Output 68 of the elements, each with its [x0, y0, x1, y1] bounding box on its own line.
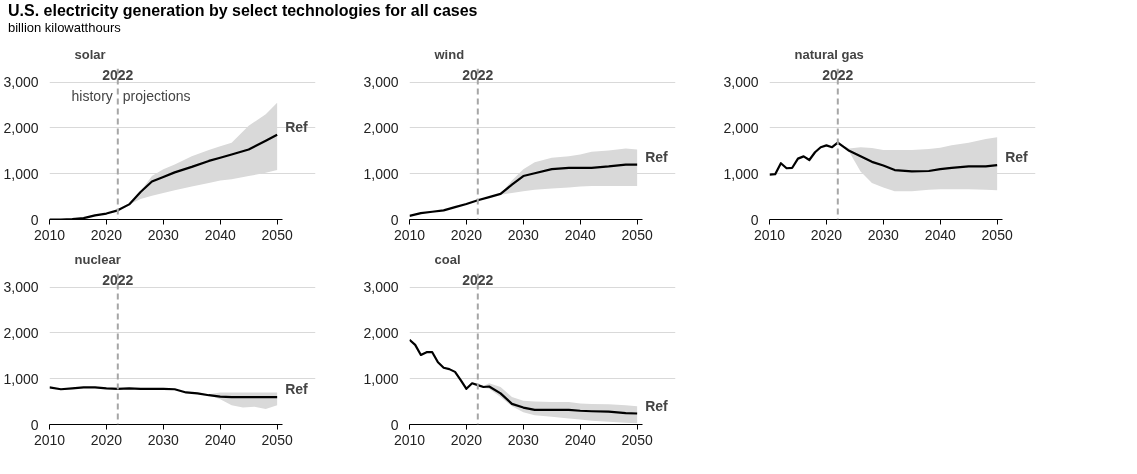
y-tick-label: 1,000 [723, 166, 759, 183]
y-tick-label: 3,000 [363, 279, 399, 296]
x-tick-label: 2020 [810, 226, 843, 243]
series-label: Ref [645, 397, 669, 414]
y-tick-label: 1,000 [363, 166, 399, 183]
y-tick-label: 1,000 [363, 371, 399, 388]
x-tick-label: 2020 [450, 226, 483, 243]
x-tick-label: 2020 [450, 431, 483, 448]
x-tick-label: 2050 [261, 431, 293, 448]
y-tick-label: 0 [30, 416, 39, 433]
x-tick-label: 2030 [507, 431, 540, 448]
y-tick-label: 1,000 [3, 371, 39, 388]
x-tick-label: 2040 [564, 431, 597, 448]
x-tick-label: 2040 [204, 431, 237, 448]
chart-title: U.S. electricity generation by select technologies for all cases [8, 2, 478, 19]
ref-line-label: 2022 [462, 67, 494, 84]
y-tick-label: 2,000 [3, 120, 39, 137]
x-tick-label: 2050 [621, 226, 653, 243]
annotation: projections [122, 88, 191, 105]
y-tick-label: 3,000 [3, 279, 39, 296]
line-series [409, 163, 639, 218]
ref-line-label: 2022 [462, 272, 494, 289]
x-tick-label: 2010 [33, 431, 66, 448]
y-tick-label: 0 [30, 211, 39, 228]
chart-subtitle: billion kilowatthours [8, 19, 121, 37]
x-tick-label: 2030 [867, 226, 900, 243]
y-tick-label: 3,000 [3, 74, 39, 91]
series-label: Ref [285, 381, 309, 398]
y-tick-label: 3,000 [363, 74, 399, 91]
y-tick-label: 2,000 [3, 325, 39, 342]
x-tick-label: 2050 [621, 431, 653, 448]
annotation: history [71, 88, 113, 105]
x-tick-label: 2010 [753, 226, 786, 243]
y-axis-title: wind [433, 46, 465, 62]
y-tick-label: 3,000 [723, 74, 759, 91]
y-tick-label: 2,000 [723, 120, 759, 137]
y-tick-label: 0 [390, 416, 399, 433]
y-tick-label: 2,000 [363, 120, 399, 137]
x-tick-label: 2040 [924, 226, 957, 243]
ref-line-label: 2022 [102, 272, 134, 289]
series-label: Ref [1005, 149, 1029, 166]
y-axis-title: solar [74, 46, 106, 62]
x-tick-label: 2030 [507, 226, 540, 243]
x-tick-label: 2050 [261, 226, 293, 243]
y-axis-title: natural gas [794, 46, 864, 62]
y-axis-title: coal [434, 251, 461, 267]
x-tick-label: 2040 [564, 226, 597, 243]
y-tick-label: 1,000 [3, 166, 39, 183]
x-tick-label: 2010 [393, 431, 426, 448]
y-axis-title: nuclear [74, 251, 121, 267]
x-tick-label: 2030 [147, 226, 180, 243]
series-label: Ref [285, 119, 309, 136]
ref-line-label: 2022 [822, 67, 854, 84]
y-tick-label: 0 [750, 211, 759, 228]
series-label: Ref [645, 149, 669, 165]
x-tick-label: 2010 [33, 226, 66, 243]
x-tick-label: 2020 [90, 226, 123, 243]
line-series [49, 386, 279, 399]
line-series [769, 141, 999, 177]
x-tick-label: 2010 [393, 226, 426, 243]
x-tick-label: 2050 [981, 226, 1013, 243]
line-series [409, 339, 639, 416]
x-tick-label: 2030 [147, 431, 180, 448]
x-tick-label: 2020 [90, 431, 123, 448]
ref-line-label: 2022 [102, 67, 134, 84]
y-tick-label: 0 [390, 211, 399, 228]
x-tick-label: 2040 [204, 226, 237, 243]
y-tick-label: 2,000 [363, 325, 399, 342]
